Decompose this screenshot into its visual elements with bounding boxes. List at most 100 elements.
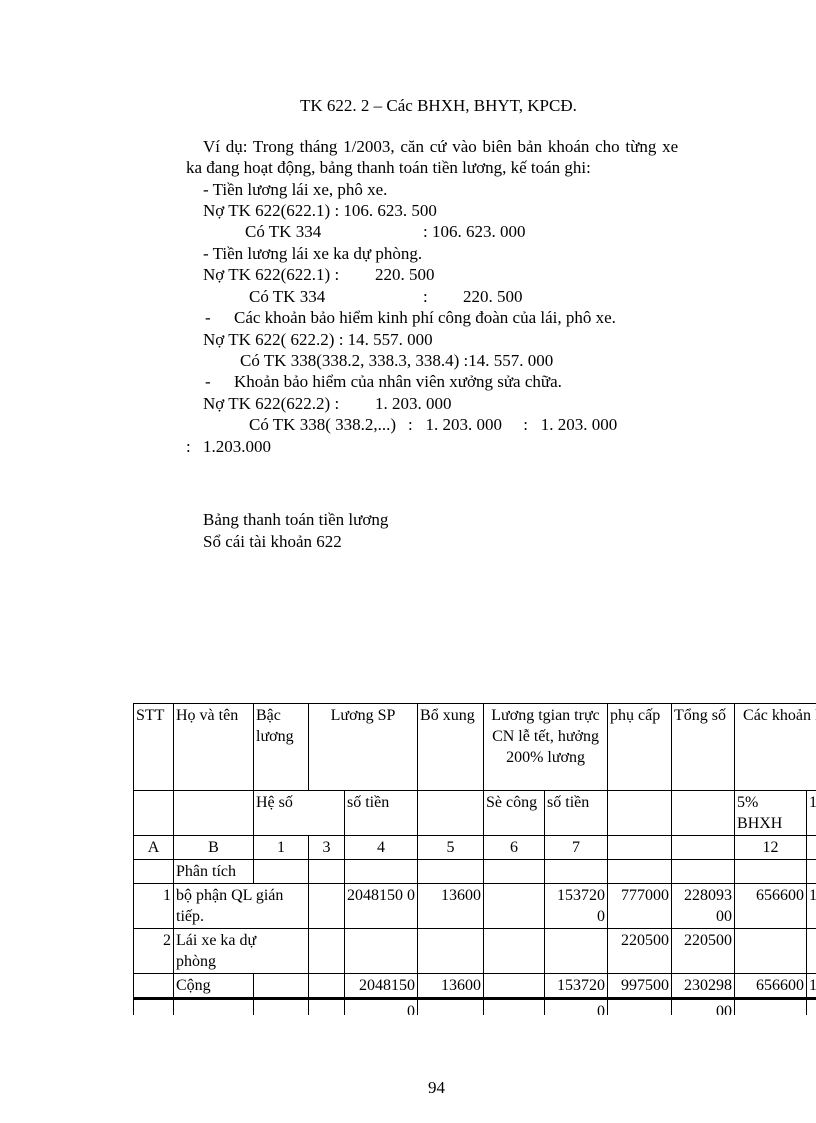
extra-value: 1.203.000: [203, 437, 271, 456]
section-title: TK 622. 2 – Các BHXH, BHYT, KPCĐ.: [300, 96, 577, 115]
bullet-dash: -: [205, 372, 211, 391]
empty-cell: [734, 859, 808, 884]
empty-cell: [483, 928, 546, 974]
empty-cell: [806, 928, 816, 974]
empty-cell: [671, 790, 736, 836]
header-row: STT Họ và tên Bậc lương Lương SP Bổ xung…: [133, 703, 816, 791]
empty-cell: [133, 997, 174, 1015]
tong-cell: 00: [671, 997, 736, 1015]
payroll-table: STT Họ và tên Bậc lương Lương SP Bổ xung…: [133, 703, 816, 1015]
empty-cell: [544, 859, 609, 884]
empty-cell: [417, 859, 485, 884]
bhxh-cell: 656600: [734, 883, 808, 929]
empty-cell: [308, 883, 345, 929]
stt-cell: [133, 859, 174, 884]
empty-cell: [417, 928, 485, 974]
code-cell: [671, 835, 736, 860]
overflow-row: 0 0 00: [133, 997, 816, 1015]
name-cell: Cộng: [173, 973, 254, 999]
phu-cap-cell: 777000: [607, 883, 673, 929]
subheader-cell: Sè công: [483, 790, 546, 836]
phu-cap-cell: 997500: [607, 973, 673, 999]
empty-cell: [308, 973, 345, 999]
debit-entry: Nợ TK 622(622.1) : 106. 623. 500: [203, 201, 437, 220]
name-cell: Lái xe ka dự phòng: [173, 928, 309, 974]
empty-cell: [253, 997, 309, 1015]
debit-entry: Nợ TK 622(622.2) :: [203, 394, 340, 413]
entry-heading: - Tiền lương lái xe ka dự phòng.: [203, 244, 423, 263]
code-cell: 6: [483, 835, 546, 860]
credit-value: : 1. 203. 000 : 1. 203. 000: [408, 415, 618, 434]
name-cell: Phân tích: [173, 859, 254, 884]
phu-cap-cell: 220500: [607, 928, 673, 974]
empty-cell: [173, 790, 254, 836]
header-cell: Lương SP: [307, 703, 419, 791]
tgian-cell: 153720 0: [544, 883, 609, 929]
code-cell: A: [133, 835, 174, 860]
empty-cell: [806, 859, 816, 884]
code-cell: 12: [734, 835, 808, 860]
stt-cell: 2: [133, 928, 174, 974]
empty-cell: [483, 997, 546, 1015]
empty-cell: [607, 997, 673, 1015]
subheader-cell: số tiền: [343, 790, 419, 836]
luong-sp-cell: 2048150 0: [343, 883, 419, 929]
header-cell: Họ và tên: [173, 703, 254, 791]
empty-cell: [607, 859, 673, 884]
next-cell: 1: [806, 973, 816, 999]
empty-cell: [417, 790, 485, 836]
empty-cell: [253, 859, 309, 884]
paragraph: Ví dụ: Trong tháng 1/2003, căn cứ vào bi…: [203, 137, 679, 156]
empty-cell: [308, 997, 345, 1015]
subheader-row: Hệ số số tiền Sè công số tiền 5% BHXH 1 …: [133, 790, 816, 836]
code-cell: B: [173, 835, 254, 860]
header-cell: Bậc lương: [253, 703, 309, 791]
empty-cell: [417, 997, 485, 1015]
code-cell: [806, 835, 816, 860]
credit-value: : 106. 623. 000: [423, 222, 526, 241]
total-row: Cộng 2048150 13600 153720 997500 230298 …: [133, 973, 816, 999]
debit-value: 1. 203. 000: [375, 394, 452, 413]
empty-cell: [343, 928, 419, 974]
credit-entry: Có TK 338(338.2, 338.3, 338.4) :14. 557.…: [240, 351, 554, 370]
credit-value: 220. 500: [463, 287, 523, 306]
entry-heading: - Tiền lương lái xe, phô xe.: [203, 180, 388, 199]
empty-cell: [253, 973, 309, 999]
header-cell: Lương tgian trực CN lễ tết, hưởng 200% l…: [483, 703, 609, 791]
tgian-cell: 153720: [544, 973, 609, 999]
luong-sp-cell: 2048150: [343, 973, 419, 999]
empty-cell: [544, 928, 609, 974]
debit-entry: Nợ TK 622(622.1) :: [203, 265, 340, 284]
header-cell: Tổng số: [671, 703, 736, 791]
stt-cell: 1: [133, 883, 174, 929]
tong-cell: 220500: [671, 928, 736, 974]
entry-heading: Các khoản bảo hiểm kinh phí công đoàn củ…: [234, 308, 616, 327]
next-cell: 1: [806, 883, 816, 929]
header-cell: phụ cấp: [607, 703, 673, 791]
empty-cell: [483, 859, 546, 884]
table-row: 1 bộ phận QL gián tiếp. 2048150 0 13600 …: [133, 883, 816, 929]
empty-cell: [734, 997, 808, 1015]
subheader-cell: Hệ số: [253, 790, 345, 836]
credit-colon: :: [423, 287, 428, 306]
empty-cell: [483, 883, 546, 929]
code-cell: 3: [308, 835, 345, 860]
extra-colon: :: [186, 437, 191, 456]
empty-cell: [607, 790, 673, 836]
empty-cell: [133, 790, 174, 836]
empty-cell: [671, 859, 736, 884]
paragraph: ka đang hoạt động, bảng thanh toán tiền …: [186, 158, 591, 177]
subheader-cell: 5% BHXH: [734, 790, 808, 836]
credit-entry: Có TK 334: [249, 287, 326, 306]
empty-cell: [483, 973, 546, 999]
code-cell: [607, 835, 673, 860]
tong-cell: 230298: [671, 973, 736, 999]
header-cell: STT: [133, 703, 174, 791]
bullet-dash: -: [205, 308, 211, 327]
empty-cell: [308, 859, 345, 884]
reference-line: Sổ cái tài khoản 622: [203, 532, 342, 551]
subheader-cell: 1 B: [806, 790, 816, 836]
bo-xung-cell: 13600: [417, 973, 485, 999]
empty-cell: [173, 997, 254, 1015]
code-cell: 4: [343, 835, 419, 860]
